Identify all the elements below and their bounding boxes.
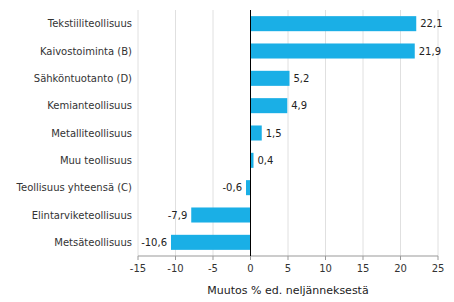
tick-mark	[288, 256, 289, 260]
zero-line	[250, 10, 251, 256]
category-label: Teollisuus yhteensä (C)	[16, 182, 133, 193]
grid	[138, 10, 438, 256]
data-label: -10,6	[141, 237, 167, 248]
chart: -15 -10 -5 0 5 10 15 20 25 Metsäteollisuus Elintar…	[0, 0, 454, 302]
tick-label: -5	[208, 263, 218, 274]
bar	[251, 98, 288, 113]
grid-line	[250, 10, 251, 256]
category-label: Tekstiiliteollisuus	[47, 18, 132, 29]
category-label: Metsäteollisuus	[54, 237, 132, 248]
tick-label: -15	[130, 263, 146, 274]
tick-label: 25	[432, 263, 445, 274]
grid-line	[138, 10, 139, 256]
category-label: Metalliteollisuus	[51, 128, 132, 139]
data-label: 5,2	[294, 73, 310, 84]
bar	[251, 43, 415, 58]
tick-mark	[438, 256, 439, 260]
data-label: 21,9	[419, 46, 441, 57]
tick-label: 20	[394, 263, 407, 274]
tick-label: 10	[319, 263, 332, 274]
bar	[251, 16, 417, 31]
tick-label: -10	[167, 263, 183, 274]
bar	[246, 180, 251, 195]
data-label: -7,9	[168, 210, 188, 221]
category-label: Muu teollisuus	[60, 155, 132, 166]
tick-mark	[325, 256, 326, 260]
data-label: 0,4	[258, 155, 274, 166]
bar	[191, 207, 250, 222]
x-axis-label: Muutos % ed. neljänneksestä	[207, 284, 368, 297]
tick-label: 0	[247, 263, 253, 274]
tick-mark	[138, 256, 139, 260]
tick-mark	[175, 256, 176, 260]
category-label: Kaivostoiminta (B)	[40, 46, 132, 57]
data-label: 1,5	[266, 128, 282, 139]
category-label: Elintarviketeollisuus	[32, 210, 132, 221]
bar	[251, 71, 290, 86]
tick-label: 5	[285, 263, 291, 274]
data-label: 4,9	[291, 100, 307, 111]
data-label: -0,6	[222, 182, 242, 193]
bar	[251, 125, 262, 140]
data-label: 22,1	[420, 18, 442, 29]
tick-mark	[250, 256, 251, 260]
bars	[171, 16, 416, 250]
category-label: Kemianteollisuus	[47, 100, 132, 111]
bar	[171, 235, 251, 250]
tick-label: 15	[357, 263, 370, 274]
category-label: Sähköntuotanto (D)	[34, 73, 132, 84]
x-axis-line	[138, 256, 438, 257]
tick-mark	[400, 256, 401, 260]
tick-mark	[363, 256, 364, 260]
tick-mark	[213, 256, 214, 260]
